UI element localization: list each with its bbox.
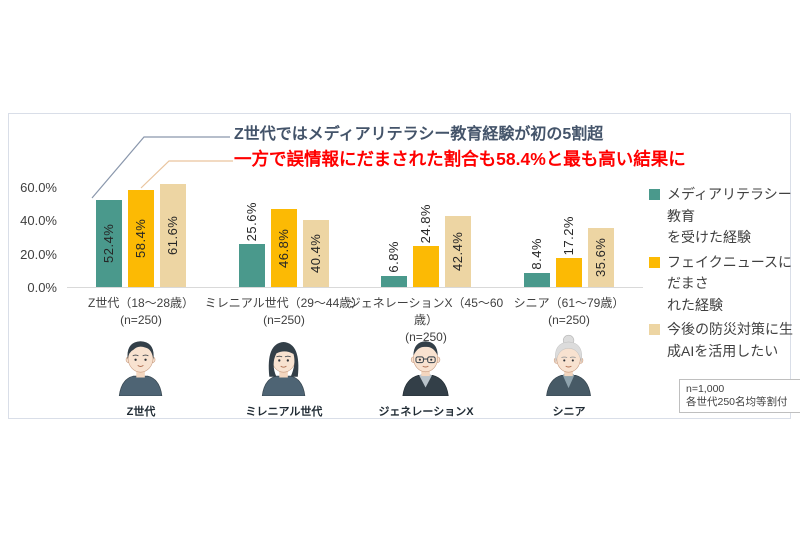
legend-item-media-literacy: メディアリテラシー教育を受けた経験 xyxy=(649,184,800,249)
legend-swatch-teal-icon xyxy=(649,189,660,200)
category-n-label: (n=250) xyxy=(405,330,447,344)
sample-size-n: n=1,000 xyxy=(686,383,725,395)
bar-value-label: 8.4% xyxy=(529,238,544,270)
avatar-label-gen-x: ジェネレーションX xyxy=(378,406,474,418)
bar-0-group-3 xyxy=(524,273,550,287)
bar-0-group-1 xyxy=(239,244,265,287)
bar-value-label: 52.4% xyxy=(101,223,116,264)
bar-value-label: 61.6% xyxy=(165,215,180,256)
y-axis-tick-label: 0.0% xyxy=(27,280,57,295)
bar-1-group-3 xyxy=(556,258,582,287)
avatar-senior-illustration xyxy=(546,334,592,397)
bar-value-label: 42.4% xyxy=(450,231,465,272)
avatar-gen-z-illustration xyxy=(119,341,163,397)
y-axis-tick-label: 20.0% xyxy=(20,246,57,262)
avatar-block-millennial: ミレニアル世代 xyxy=(209,332,359,419)
legend-label-line: フェイクニュースにだまさ xyxy=(667,253,793,292)
legend-label-line: を受けた経験 xyxy=(667,229,751,245)
avatar-gen-x-illustration xyxy=(402,341,450,397)
avatar-label-gen-z: Z世代 xyxy=(126,406,156,418)
bar-value-label: 46.8% xyxy=(276,228,291,268)
bar-value-label: 6.8% xyxy=(386,241,401,273)
chart-headline: Z世代ではメディアリテラシー教育経験が初の5割超 一方で誤情報にだまされた割合も… xyxy=(234,124,686,171)
legend-swatch-yellow-icon xyxy=(649,256,660,268)
avatar-millennial-illustration xyxy=(262,341,306,397)
category-axis-label-group: ジェネレーションX（45～60歳） (n=250) xyxy=(346,295,506,346)
sample-size-note: n=1,000 各世代250名均等割付 xyxy=(679,379,800,413)
category-n-label: (n=250) xyxy=(263,313,305,327)
bar-value-label: 35.6% xyxy=(593,237,608,278)
avatar-block-gen-x: ジェネレーションX xyxy=(351,332,501,419)
legend-label: 今後の防災対策に生 成AIを活用したい xyxy=(667,319,793,362)
legend-label: メディアリテラシー教育を受けた経験 xyxy=(667,184,800,249)
legend-label-line: 成AIを活用したい xyxy=(667,342,779,359)
category-n-label: (n=250) xyxy=(548,313,590,327)
bar-chart-plot: 0.0% 20.0% 40.0% 60.0% 52.4% 58.4% 61.6% 25.6% 4… xyxy=(9,114,792,295)
avatar-label-millennial: ミレニアル世代 xyxy=(245,406,323,418)
category-label: ミレニアル世代（29～44歳） xyxy=(204,296,364,310)
bar-value-label: 24.8% xyxy=(418,203,433,243)
bar-1-group-1 xyxy=(271,209,297,287)
category-axis-label-group: Z世代（18～28歳） (n=250) xyxy=(61,295,221,329)
legend-swatch-tan-icon xyxy=(649,324,660,335)
category-n-label: (n=250) xyxy=(120,313,162,327)
legend-item-gen-ai: 今後の防災対策に生 成AIを活用したい xyxy=(649,319,800,362)
avatar-block-senior: シニア xyxy=(494,332,644,419)
legend-label-line: れた経験 xyxy=(667,296,723,313)
avatar-block-gen-z: Z世代 xyxy=(66,332,216,419)
chart-subtitle: 一方で誤情報にだまされた割合も58.4%と最も高い結果に xyxy=(234,149,686,169)
bar-value-label: 25.6% xyxy=(244,201,259,241)
category-label: シニア（61～79歳） xyxy=(513,296,625,310)
bar-2-group-3 xyxy=(588,228,614,287)
legend-label-line: メディアリテラシー教育 xyxy=(667,186,792,224)
bar-0-group-2 xyxy=(381,276,407,287)
chart-title: Z世代ではメディアリテラシー教育経験が初の5割超 xyxy=(234,126,604,143)
category-label: ジェネレーションX（45～60歳） xyxy=(348,296,504,327)
y-axis-tick-label: 40.0% xyxy=(20,213,57,229)
category-axis-label-group: ミレニアル世代（29～44歳） (n=250) xyxy=(204,295,364,329)
bar-value-label: 17.2% xyxy=(561,215,576,255)
legend-label-line: 今後の防災対策に生 xyxy=(667,321,793,337)
sample-size-detail: 各世代250名均等割付 xyxy=(686,396,788,408)
y-axis-tick-label: 60.0% xyxy=(20,180,57,195)
category-axis-label-group: シニア（61～79歳） (n=250) xyxy=(489,295,649,329)
bar-2-group-2 xyxy=(445,216,471,287)
bar-0-group-0 xyxy=(96,200,122,287)
bar-2-group-1 xyxy=(303,220,329,287)
bar-value-label: 58.4% xyxy=(133,218,148,259)
legend-item-fake-news: フェイクニュースにだまされた経験 xyxy=(649,252,800,317)
bar-1-group-0 xyxy=(128,190,154,287)
chart-card: Z世代ではメディアリテラシー教育経験が初の5割超 一方で誤情報にだまされた割合も… xyxy=(8,113,800,419)
bar-value-label: 40.4% xyxy=(308,233,323,274)
bar-1-group-2 xyxy=(413,246,439,287)
legend-label: フェイクニュースにだまされた経験 xyxy=(667,252,800,317)
avatar-label-senior: シニア xyxy=(552,406,586,418)
bar-2-group-0 xyxy=(160,184,186,287)
x-axis-line xyxy=(67,287,643,288)
legend: メディアリテラシー教育を受けた経験 フェイクニュースにだまされた経験 今後の防災… xyxy=(649,184,800,362)
category-label: Z世代（18～28歳） xyxy=(87,296,195,310)
